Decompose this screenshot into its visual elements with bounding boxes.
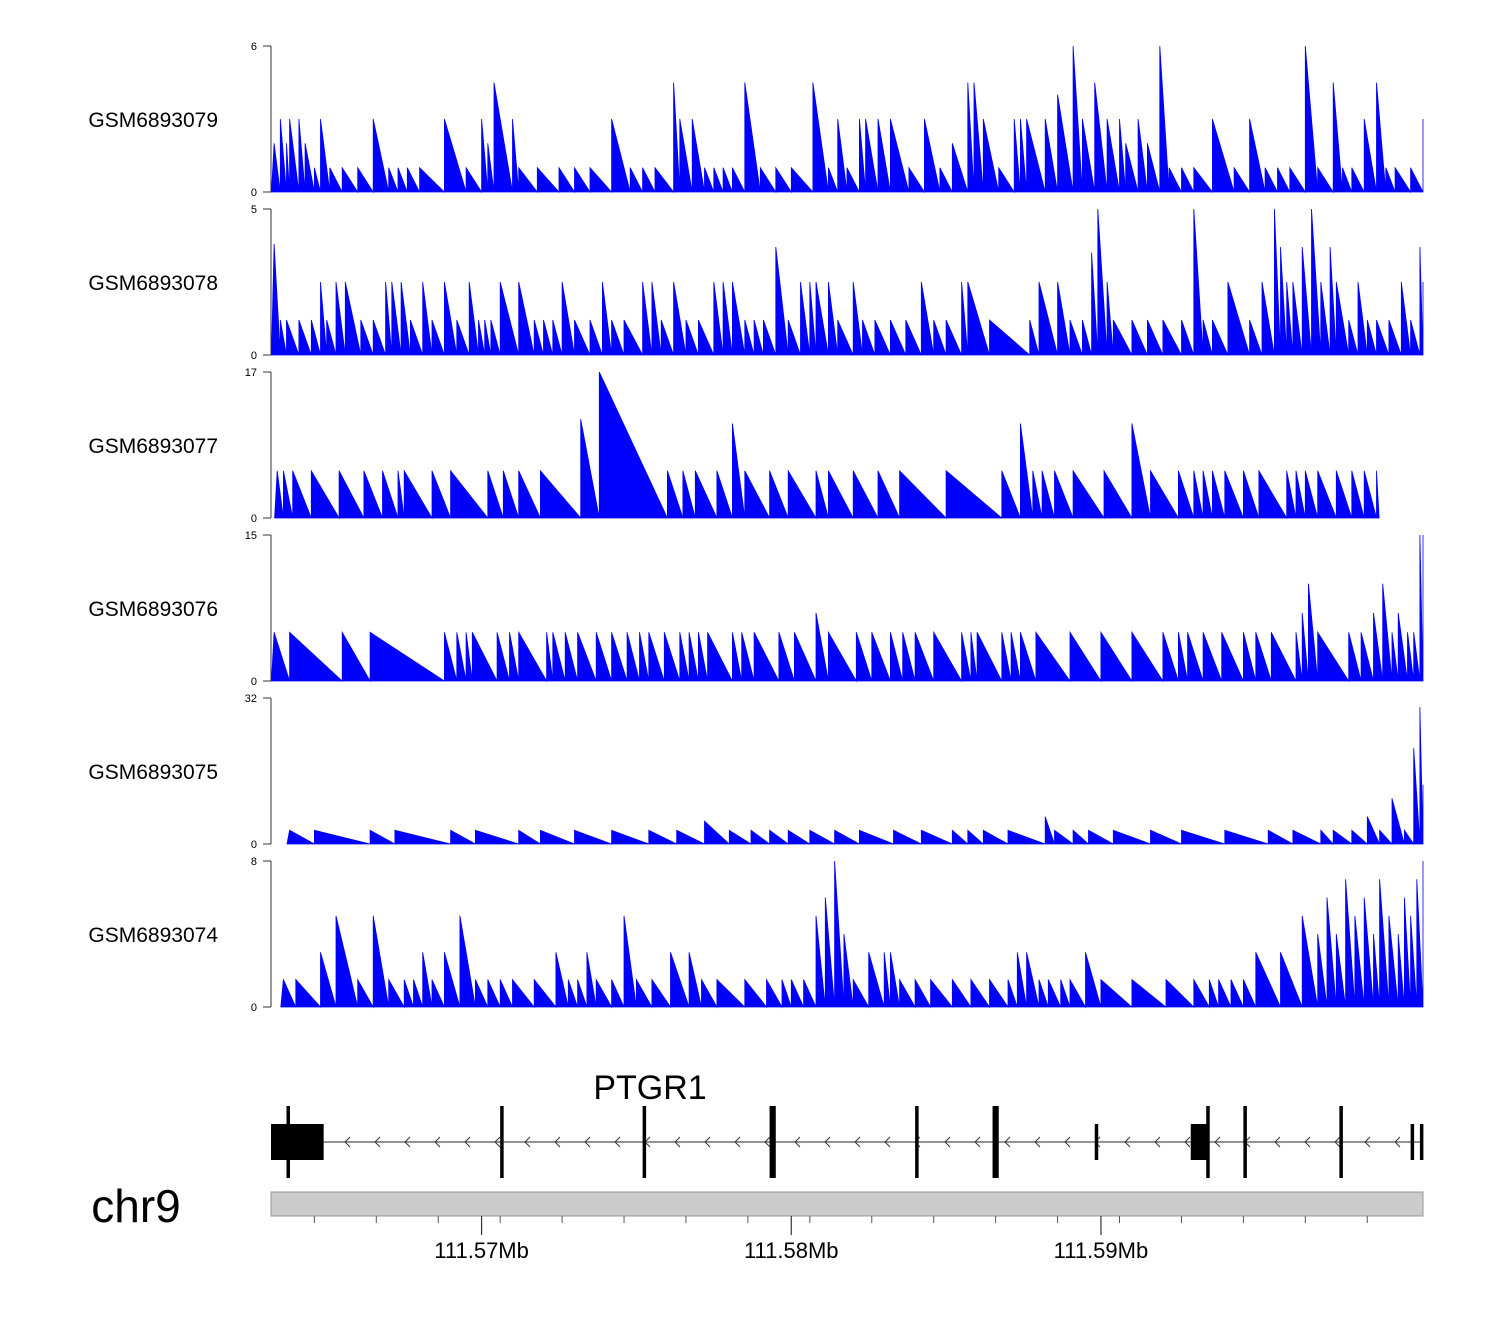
track-label: GSM6893077 (88, 435, 218, 458)
strand-arrow (1124, 1136, 1131, 1148)
exon (642, 1106, 647, 1178)
strand-arrow (674, 1136, 681, 1148)
y-tick-label-max: 6 (251, 41, 257, 53)
strand-arrow (1004, 1136, 1011, 1148)
coverage-area (271, 534, 1424, 683)
strand-arrow (974, 1136, 981, 1148)
exon (769, 1106, 776, 1178)
exon (286, 1106, 290, 1178)
coverage-area (271, 208, 1424, 356)
y-tick-label-max: 8 (251, 856, 257, 868)
y-tick-label-min: 0 (251, 187, 257, 199)
track-GSM6893076: GSM6893076 15 0 (88, 530, 1424, 688)
strand-arrow (1034, 1136, 1041, 1148)
strand-arrow (734, 1136, 741, 1148)
strand-arrow (1304, 1136, 1311, 1148)
exon (1339, 1106, 1343, 1178)
coverage-area (280, 860, 1424, 1009)
strand-arrow (884, 1136, 891, 1148)
x-tick-label: 111.59Mb (1054, 1238, 1149, 1263)
strand-arrow (554, 1136, 561, 1148)
gene-track: PTGR1 (271, 1069, 1424, 1178)
track-GSM6893077: GSM6893077 17 0 (88, 367, 1380, 525)
strand-arrow (524, 1136, 531, 1148)
y-tick-label-min: 0 (251, 350, 257, 362)
exon (1243, 1106, 1247, 1178)
strand-arrow (1214, 1136, 1221, 1148)
track-label: GSM6893075 (88, 761, 218, 784)
exon (1094, 1124, 1099, 1160)
strand-arrow (704, 1136, 711, 1148)
strand-arrow (434, 1136, 441, 1148)
track-GSM6893078: GSM6893078 5 0 (88, 204, 1424, 362)
gene-name-label: PTGR1 (593, 1069, 706, 1107)
strand-arrow (374, 1136, 381, 1148)
y-tick-label-min: 0 (251, 1002, 257, 1014)
track-label: GSM6893078 (88, 272, 218, 295)
strand-arrow (1334, 1136, 1341, 1148)
y-tick-label-min: 0 (251, 513, 257, 525)
coverage-area (274, 371, 1380, 520)
track-GSM6893075: GSM6893075 32 0 (88, 693, 1424, 851)
y-tick-label-min: 0 (251, 676, 257, 688)
strand-arrow (344, 1136, 351, 1148)
strand-arrow (1274, 1136, 1281, 1148)
strand-arrow (764, 1136, 771, 1148)
strand-arrow (824, 1136, 831, 1148)
track-label: GSM6893076 (88, 598, 218, 621)
x-tick-label: 111.57Mb (434, 1238, 529, 1263)
exon (1410, 1124, 1415, 1160)
strand-arrow (494, 1136, 501, 1148)
strand-arrow (1394, 1136, 1401, 1148)
coverage-tracks: GSM689307960GSM689307850GSM6893077170GSM… (88, 41, 1424, 1014)
genome-axis: chr9 111.57Mb 111.58Mb 111.59Mb (91, 1180, 1424, 1263)
strand-arrow (854, 1136, 861, 1148)
exon (500, 1106, 504, 1178)
y-tick-label-min: 0 (251, 839, 257, 851)
strand-arrow (1364, 1136, 1371, 1148)
track-label: GSM6893074 (88, 924, 218, 947)
exon (915, 1106, 919, 1178)
track-GSM6893079: GSM6893079 6 0 (88, 41, 1424, 199)
strand-arrow (464, 1136, 471, 1148)
coverage-area (271, 45, 1424, 194)
strand-arrow (1154, 1136, 1161, 1148)
strand-arrow (794, 1136, 801, 1148)
y-tick-label-max: 5 (251, 204, 257, 216)
y-tick-label-max: 17 (245, 367, 257, 379)
coverage-area (286, 707, 1424, 846)
track-GSM6893074: GSM6893074 8 0 (88, 856, 1424, 1014)
strand-arrow (614, 1136, 621, 1148)
track-label: GSM6893079 (88, 109, 218, 132)
y-tick-label-max: 32 (245, 693, 257, 705)
exon (1206, 1106, 1210, 1178)
chromosome-label: chr9 (91, 1180, 180, 1232)
exon (1190, 1124, 1210, 1160)
strand-arrow (584, 1136, 591, 1148)
exon (1419, 1124, 1424, 1160)
strand-arrow (404, 1136, 411, 1148)
strand-arrow (944, 1136, 951, 1148)
exon (992, 1106, 999, 1178)
strand-arrow (1184, 1136, 1191, 1148)
x-tick-label: 111.58Mb (744, 1238, 839, 1263)
strand-arrow (1064, 1136, 1071, 1148)
chromosome-bar (270, 1191, 1424, 1217)
exon (271, 1124, 324, 1160)
y-tick-label-max: 15 (245, 530, 257, 542)
